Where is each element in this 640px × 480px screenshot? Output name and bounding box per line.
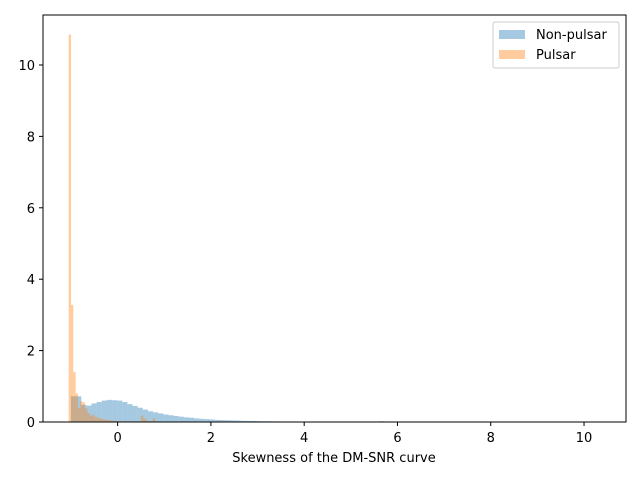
pulsar-bar (73, 372, 76, 422)
x-axis-label: Skewness of the DM-SNR curve (232, 451, 435, 466)
pulsar-bar (77, 407, 81, 422)
y-tick-label: 6 (27, 202, 35, 217)
y-tick-label: 4 (27, 273, 35, 288)
legend-label-pulsar: Pulsar (536, 48, 576, 63)
non-pulsar-bar (127, 404, 133, 422)
non-pulsar-bar (250, 420, 256, 422)
pulsar-bar (112, 420, 116, 422)
y-tick-label: 2 (27, 345, 35, 360)
non-pulsar-bar (147, 411, 154, 422)
non-pulsar-bar (76, 396, 82, 422)
non-pulsar-bar (106, 399, 113, 422)
non-pulsar-bar (209, 419, 215, 422)
non-pulsar-bar (240, 420, 246, 422)
non-pulsar-bar (117, 400, 123, 422)
plot-frame (42, 14, 627, 423)
non-pulsar-bar (188, 417, 195, 422)
non-pulsar-bar (235, 420, 241, 422)
non-pulsar-series (70, 396, 585, 422)
pulsar-bar (94, 416, 97, 422)
non-pulsar-bar (101, 400, 107, 422)
non-pulsar-bar (183, 417, 189, 422)
x-tick-label: 8 (487, 431, 495, 446)
x-tick-label: 2 (207, 431, 215, 446)
x-tick-label: 0 (113, 431, 121, 446)
y-tick-label: 10 (18, 59, 35, 74)
non-pulsar-bar (219, 420, 225, 422)
x-tick-label: 6 (393, 431, 401, 446)
pulsar-bar (145, 420, 148, 422)
x-axis: 0 2 4 6 8 10 (113, 422, 592, 446)
y-tick-label: 8 (27, 130, 35, 145)
non-pulsar-bar (112, 400, 118, 422)
y-axis: 0 2 4 6 8 10 (18, 59, 43, 431)
pulsar-bar (105, 419, 109, 422)
pulsar-bar (115, 420, 118, 422)
x-tick-label: 4 (300, 431, 308, 446)
pulsar-bar (143, 418, 146, 422)
pulsar-bar (101, 419, 104, 422)
non-pulsar-bar (230, 420, 236, 422)
pulsar-bar (98, 418, 102, 422)
pulsar-bar (140, 415, 144, 422)
non-pulsar-bar (81, 404, 87, 422)
non-pulsar-bar (96, 402, 102, 422)
non-pulsar-bar (132, 405, 138, 422)
non-pulsar-bar (153, 412, 159, 422)
pulsar-bar (80, 401, 83, 422)
non-pulsar-bar (199, 418, 205, 422)
pulsar-bar (87, 413, 90, 422)
non-pulsar-bar (158, 413, 164, 422)
legend-swatch-pulsar (499, 50, 525, 59)
pulsar-bar (75, 393, 78, 422)
x-tick-label: 10 (576, 431, 593, 446)
non-pulsar-bar (168, 415, 174, 422)
non-pulsar-bar (137, 407, 143, 422)
non-pulsar-bar (224, 420, 231, 422)
non-pulsar-bar (173, 415, 179, 422)
legend-swatch-non-pulsar (499, 30, 525, 39)
legend: Non-pulsar Pulsar (492, 21, 620, 69)
bars-layer (68, 34, 585, 422)
pulsar-bar (91, 414, 95, 422)
pulsar-bar (110, 420, 113, 422)
pulsar-bar (89, 415, 92, 422)
pulsar-bar (96, 417, 99, 422)
pulsar-bar (103, 419, 106, 422)
non-pulsar-bar (122, 402, 128, 422)
non-pulsar-bar (142, 409, 148, 422)
pulsar-bar (70, 304, 74, 422)
non-pulsar-bar (204, 419, 210, 422)
non-pulsar-bar (163, 414, 169, 422)
pulsar-bar (152, 418, 155, 422)
non-pulsar-bar (178, 416, 184, 422)
pulsar-bar (82, 402, 85, 422)
y-tick-label: 0 (27, 416, 35, 431)
non-pulsar-bar (70, 396, 77, 422)
non-pulsar-bar (194, 418, 200, 422)
pulsar-bar (68, 34, 71, 422)
pulsar-bar (84, 408, 88, 422)
non-pulsar-bar (245, 420, 251, 422)
non-pulsar-bar (86, 405, 92, 422)
pulsar-bar (108, 420, 111, 422)
pulsar-series (68, 34, 232, 422)
legend-box (492, 21, 620, 69)
non-pulsar-bar (214, 419, 220, 422)
non-pulsar-bar (91, 403, 97, 422)
legend-label-non-pulsar: Non-pulsar (536, 28, 607, 43)
